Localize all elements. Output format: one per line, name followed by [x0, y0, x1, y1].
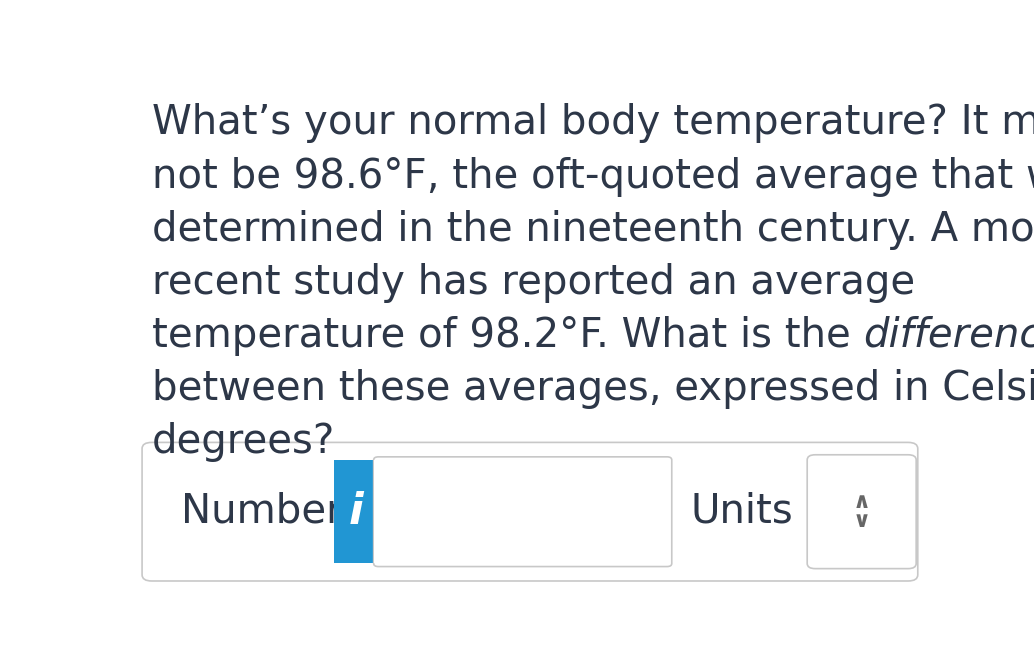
Text: Number: Number — [181, 492, 343, 532]
Text: difference: difference — [863, 316, 1034, 355]
Text: ∨: ∨ — [853, 511, 871, 531]
FancyBboxPatch shape — [808, 455, 916, 569]
Text: not be 98.6°F, the oft-quoted average that was: not be 98.6°F, the oft-quoted average th… — [152, 157, 1034, 197]
Text: What’s your normal body temperature? It may: What’s your normal body temperature? It … — [152, 104, 1034, 143]
Text: temperature of 98.2°F. What is the: temperature of 98.2°F. What is the — [152, 316, 863, 356]
Text: recent study has reported an average: recent study has reported an average — [152, 263, 915, 302]
Text: degrees?: degrees? — [152, 422, 335, 462]
Text: i: i — [348, 490, 363, 533]
Text: ∧: ∧ — [853, 492, 871, 512]
FancyBboxPatch shape — [373, 457, 672, 567]
Text: between these averages, expressed in Celsius: between these averages, expressed in Cel… — [152, 369, 1034, 409]
Bar — [334, 460, 378, 563]
Text: determined in the nineteenth century. A more: determined in the nineteenth century. A … — [152, 209, 1034, 250]
Text: Units: Units — [691, 492, 793, 532]
Bar — [374, 460, 384, 563]
FancyBboxPatch shape — [142, 442, 918, 581]
